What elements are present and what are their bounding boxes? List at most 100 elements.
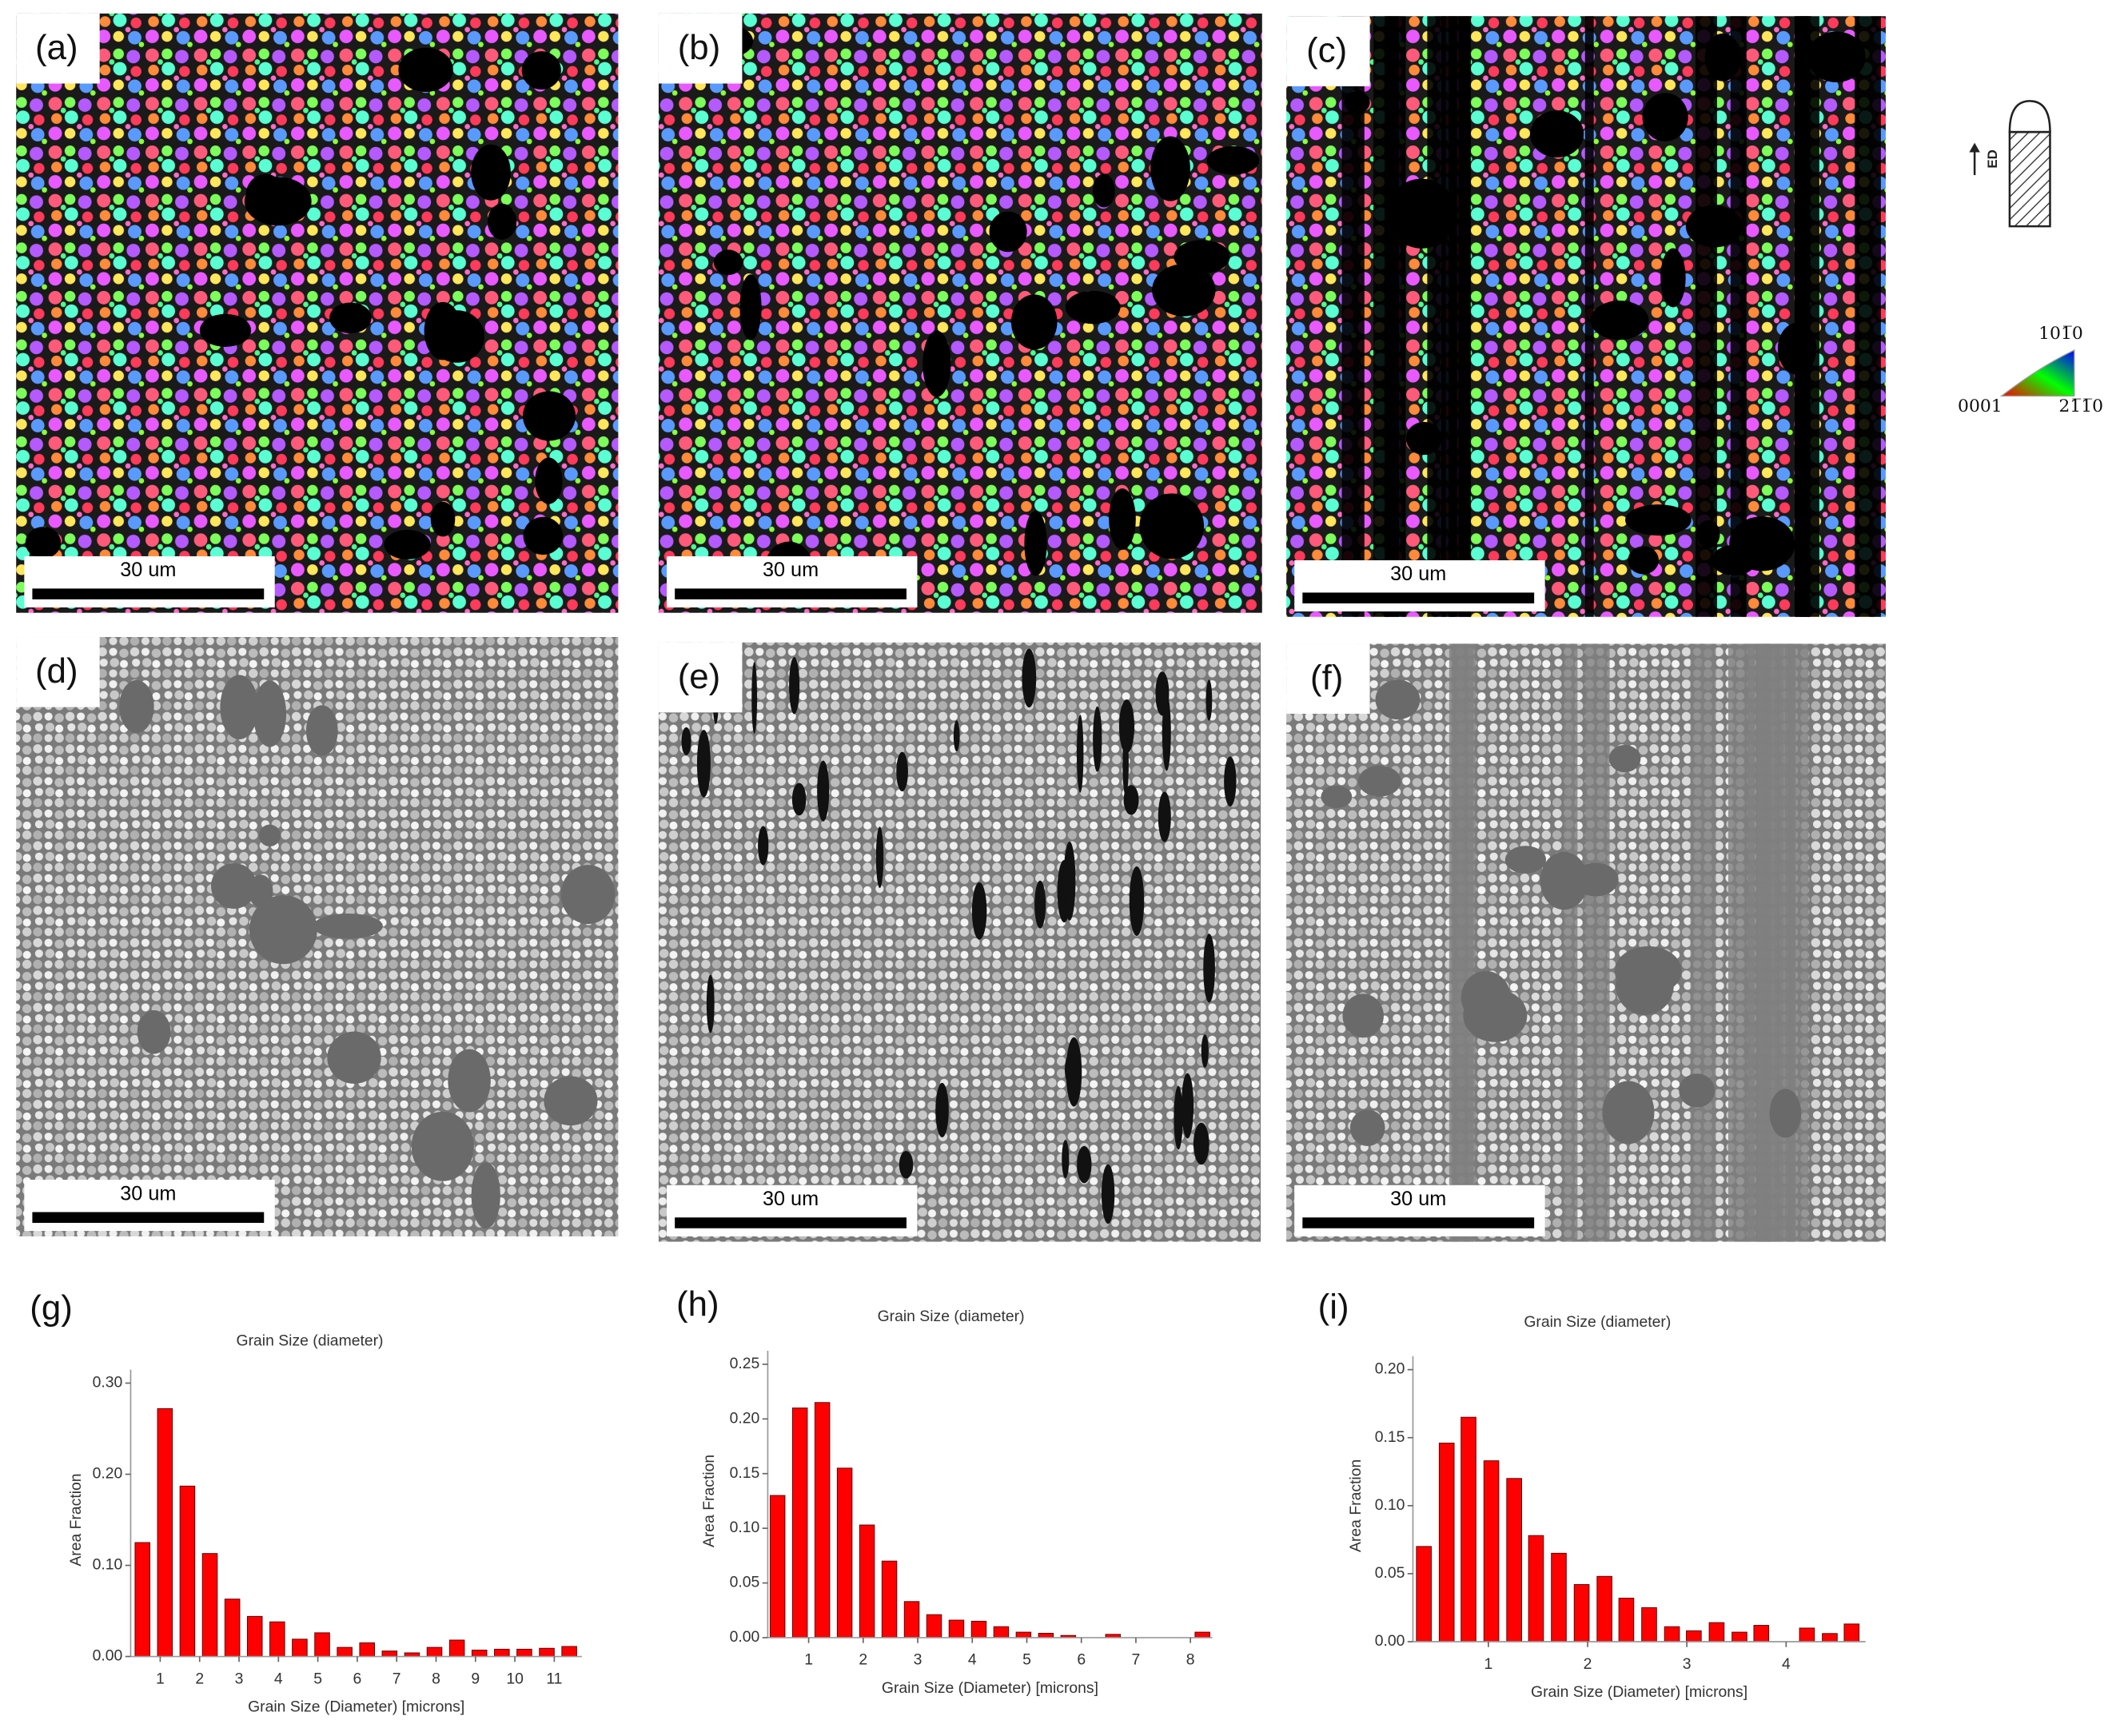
pore [1224,756,1237,806]
bar [381,1650,398,1658]
bar [1416,1546,1432,1642]
scale-bar [32,1212,265,1223]
pore [253,680,287,747]
stripe [1341,16,1365,617]
pore [429,310,484,363]
pore [989,211,1027,253]
pore [211,862,257,909]
pore [521,51,561,90]
pore [706,974,715,1033]
y-tick-label: 0.00 [730,1628,760,1646]
bar [471,1650,488,1658]
panel-label: (h) [676,1284,719,1324]
pore [1387,178,1456,249]
stripe [1730,16,1747,617]
pore [1077,1145,1092,1184]
bar [1618,1598,1635,1642]
x-tick-label: 2 [1584,1655,1592,1673]
stripe [1584,16,1594,617]
pore [1034,880,1046,929]
stripe [1441,16,1457,617]
bar [881,1560,898,1638]
panel-label: (e) [678,657,721,696]
y-tick-label: 0.05 [1375,1564,1405,1582]
pore [1093,706,1102,772]
pore [1203,934,1215,1003]
histogram: (g) Grain Size (diameter) Grain Size (Diam… [30,1288,582,1716]
bar [1551,1552,1567,1642]
pore [1024,511,1047,576]
micrograph: (b) 30 um [658,13,1262,613]
x-tick-label: 4 [968,1651,977,1669]
y-tick-label: 0.10 [93,1556,123,1574]
pore [1685,205,1743,248]
stripe [1701,643,1716,1242]
x-tick-label: 2 [195,1670,204,1687]
pore [329,302,372,334]
pore [1777,322,1817,375]
bar [1460,1416,1476,1642]
pore [544,1076,598,1126]
pore [1206,145,1260,175]
label-box [1286,643,1370,715]
pore [560,865,616,925]
chart-title: Grain Size (diameter) [237,1332,384,1349]
y-axis-label: Area Fraction [67,1473,85,1566]
y-tick-label: 0.30 [93,1374,123,1392]
pore [119,679,154,734]
bar [359,1642,376,1658]
pore [1139,493,1205,559]
pore [1357,765,1401,797]
stripe [1564,643,1578,1242]
bar [337,1646,353,1658]
label-box [658,13,743,84]
pore [1696,520,1720,549]
micrograph: (e) 30 um [658,642,1261,1242]
pore [1065,290,1121,325]
pore [1704,33,1741,82]
bar [859,1524,875,1638]
pore [899,1150,914,1179]
pore [313,913,383,939]
bar [179,1485,196,1658]
stripe [1774,643,1795,1242]
pore [751,662,758,735]
pore [791,782,807,816]
chart-title: Grain Size (diameter) [1524,1313,1671,1331]
x-tick-label: 4 [274,1670,283,1687]
label-box [16,13,100,84]
x-tick-label: 3 [914,1651,923,1669]
pore [1321,785,1353,809]
ed-label: ED [1985,149,2000,168]
x-tick-label: 3 [235,1670,244,1687]
bar [224,1599,241,1658]
pore [1616,955,1674,1015]
y-tick-label: 0.10 [730,1519,760,1536]
pore [1181,1073,1194,1139]
x-tick-label: 5 [313,1670,322,1687]
pore [258,824,281,846]
ipf-top: 101̅0 [2038,324,2083,344]
pore [1608,745,1641,773]
panel-label: (b) [678,28,721,67]
pore [535,457,563,504]
bar [1015,1631,1032,1638]
bar [314,1632,330,1658]
scale-bar [675,588,907,599]
bar [426,1646,443,1658]
x-tick-label: 10 [506,1670,524,1687]
pore [25,527,62,559]
bar [1194,1631,1210,1638]
pore [1155,671,1170,716]
sample-body [2008,130,2051,228]
pore [1349,1109,1385,1146]
stripe [1855,16,1881,617]
pore [1540,851,1588,910]
x-tick-label: 6 [1077,1651,1086,1669]
pore [758,826,769,866]
scale-bar [32,588,265,599]
panel-label: (g) [30,1288,73,1328]
pore [1729,516,1795,571]
scale-bar [1302,1217,1535,1228]
